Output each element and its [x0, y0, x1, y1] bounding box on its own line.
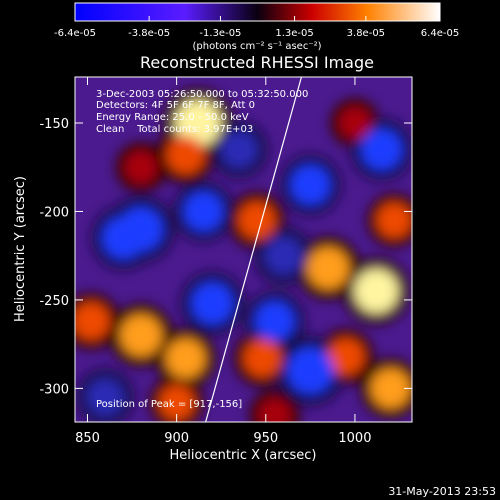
x-tick-label: 900 [164, 431, 189, 446]
annotation-peak-position: Position of Peak = [917,-156] [96, 399, 242, 410]
image-source [370, 368, 411, 409]
y-tick-label: -300 [39, 382, 69, 397]
image-source [264, 236, 303, 275]
x-tick-label: 950 [253, 431, 278, 446]
image-source [327, 338, 365, 375]
limb-line [205, 77, 303, 422]
image-source [361, 129, 403, 171]
y-tick-label: -200 [39, 205, 69, 220]
image-source [86, 378, 125, 416]
colorbar-tick-label: -3.8e-05 [128, 28, 170, 39]
annotation-detectors: Detectors: 4F 5F 6F 7F 8F, Att 0 [96, 100, 255, 111]
chart-title: Reconstructed RHESSI Image [140, 53, 374, 72]
colorbar-tick-label: -1.3e-05 [199, 28, 241, 39]
y-tick-label: -150 [39, 117, 69, 132]
colorbar-tick-label: 6.4e-05 [421, 28, 459, 39]
image-source [166, 135, 205, 175]
image-source [376, 202, 412, 238]
image-source [238, 201, 276, 240]
image-source [124, 150, 158, 184]
x-tick-label: 850 [75, 431, 100, 446]
image-source [290, 165, 331, 205]
colorbar-ticks: -6.4e-05 -3.8e-05 -1.3e-05 1.3e-05 3.8e-05 6.… [54, 16, 459, 39]
annotation-energy: Energy Range: 25.0 - 50.0 keV [96, 112, 249, 123]
image-source [338, 106, 372, 140]
x-axis-label: Heliocentric X (arcsec) [170, 448, 317, 463]
image-source [120, 314, 162, 357]
x-axis-ticks: 850 900 950 1000 [75, 77, 371, 446]
annotation-time-range: 3-Dec-2003 05:26:50.000 to 05:32:50.000 [96, 89, 308, 100]
image-source [254, 301, 295, 341]
image-source [243, 339, 281, 378]
image-source [118, 207, 164, 252]
colorbar [74, 2, 441, 22]
x-tick-label: 1000 [338, 431, 371, 446]
image-source [191, 282, 234, 325]
image-sources [75, 88, 412, 422]
image-source [307, 247, 350, 290]
image-source [174, 99, 222, 147]
y-tick-label: -250 [39, 294, 69, 309]
colorbar-units: (photons cm⁻² s⁻¹ asec⁻²) [192, 41, 321, 52]
image-source [158, 384, 195, 421]
image-source [165, 338, 206, 379]
colorbar-tick-label: -6.4e-05 [54, 28, 96, 39]
image-source [75, 302, 110, 340]
date-stamp: 31-May-2013 23:53 [388, 485, 496, 498]
image-source [220, 130, 258, 169]
image-source [183, 191, 224, 232]
y-axis-ticks: -300 -250 -200 -150 [39, 117, 412, 397]
y-axis-label: Heliocentric Y (arcsec) [13, 176, 28, 322]
annotation-counts: Clean Total counts: 3.97E+03 [96, 124, 253, 135]
colorbar-tick-label: 3.8e-05 [347, 28, 385, 39]
colorbar-tick-label: 1.3e-05 [275, 28, 313, 39]
image-source [354, 269, 399, 314]
image-source [287, 347, 334, 394]
image-source [258, 398, 292, 422]
plot-frame [74, 76, 413, 423]
